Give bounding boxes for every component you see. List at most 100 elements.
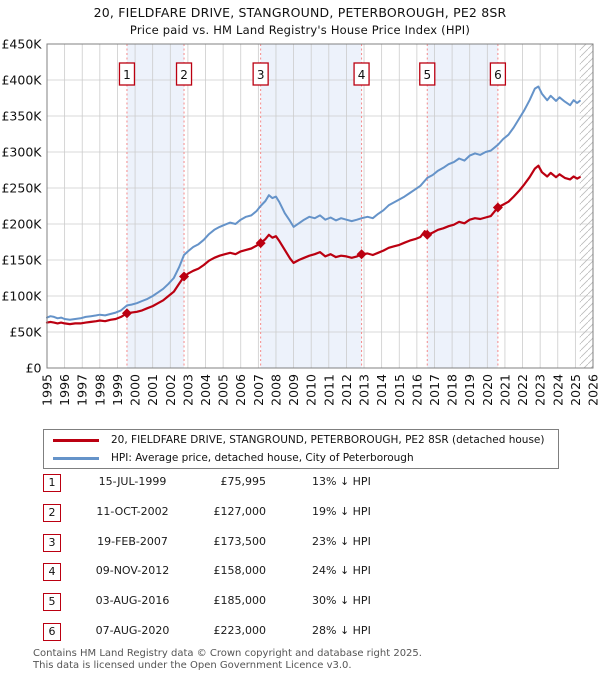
hpi-line-swatch [53, 456, 99, 460]
sale-date: 15-JUL-1999 [98, 475, 167, 488]
x-axis-label: 2003 [180, 374, 195, 406]
sale-hpi-diff: 23% ↓ HPI [312, 534, 371, 548]
x-axis-label: 2006 [233, 374, 248, 406]
sale-marker-box [353, 62, 370, 86]
sale-number-badge: 4 [43, 563, 61, 582]
sale-marker-number: 3 [257, 68, 265, 82]
y-axis-label: £400K [1, 73, 42, 88]
sale-hpi-diff: 19% ↓ HPI [312, 504, 371, 518]
sale-hpi-diff: 28% ↓ HPI [312, 624, 371, 637]
table-row: 5 03-AUG-2016 £185,000 30% ↓ HPI [0, 593, 600, 613]
x-axis-label: 1999 [110, 374, 125, 406]
x-axis-label: 2009 [286, 374, 301, 406]
sale-marker-box [419, 62, 436, 86]
sale-date: 03-AUG-2016 [95, 594, 170, 608]
footer-line-1: Contains HM Land Registry data © Crown c… [33, 648, 422, 659]
sale-date: 11-OCT-2002 [96, 504, 169, 518]
x-axis-label: 2022 [515, 374, 530, 406]
property-line-swatch [53, 438, 99, 442]
table-row: 6 07-AUG-2020 £223,000 28% ↓ HPI [0, 623, 600, 643]
table-row: 2 11-OCT-2002 £127,000 19% ↓ HPI [0, 503, 600, 524]
sale-price: £223,000 [213, 624, 267, 637]
legend-item-hpi: HPI: Average price, detached house, City… [44, 450, 558, 466]
page-title: 20, FIELDFARE DRIVE, STANGROUND, PETERBO… [93, 5, 507, 20]
x-axis-label: 2015 [392, 374, 407, 406]
sale-marker-number: 1 [123, 68, 131, 82]
sale-hpi-diff: 13% ↓ HPI [312, 475, 371, 488]
x-axis-label: 2011 [321, 374, 336, 406]
y-axis-label: £50K [9, 325, 42, 340]
sale-marker-number: 4 [358, 68, 366, 82]
x-axis-label: 2023 [533, 374, 548, 406]
table-row: 3 19-FEB-2007 £173,500 23% ↓ HPI [0, 533, 600, 554]
x-axis-label: 2013 [357, 374, 372, 406]
x-axis-label: 2017 [427, 374, 442, 406]
sale-price: £173,500 [213, 534, 267, 548]
legend-item-property: 20, FIELDFARE DRIVE, STANGROUND, PETERBO… [44, 432, 558, 448]
x-axis-label: 2026 [586, 374, 600, 406]
x-axis-label: 1996 [57, 374, 72, 406]
x-axis-label: 2008 [268, 374, 283, 406]
x-axis-label: 2024 [550, 374, 565, 406]
sale-marker-box [489, 62, 507, 86]
x-axis-label: 2021 [497, 374, 512, 406]
x-axis-label: 1997 [75, 374, 90, 406]
sale-marker [422, 229, 433, 240]
sale-number-badge: 1 [43, 474, 61, 492]
sale-marker-box [175, 62, 193, 86]
y-axis-label: £200K [1, 217, 42, 232]
future-hatch-region [579, 44, 593, 368]
x-axis-label: 2002 [163, 374, 178, 406]
x-axis-label: 1995 [40, 374, 55, 406]
sale-marker [492, 202, 503, 213]
footer: Contains HM Land Registry data © Crown c… [33, 648, 593, 671]
shaded-band [427, 44, 498, 368]
chart-legend: 20, FIELDFARE DRIVE, STANGROUND, PETERBO… [43, 429, 559, 469]
legend-hpi-label: HPI: Average price, detached house, City… [111, 452, 414, 464]
sale-marker-box [252, 62, 269, 86]
y-axis-label: £100K [1, 289, 42, 304]
shaded-band [126, 44, 185, 368]
page-subtitle: Price paid vs. HM Land Registry's House … [129, 23, 471, 37]
sale-date: 09-NOV-2012 [95, 564, 170, 578]
sale-price: £75,995 [220, 475, 267, 488]
sale-marker [121, 308, 132, 319]
sale-number-badge: 5 [43, 593, 61, 612]
y-axis-label: £300K [1, 145, 42, 160]
x-axis-label: 2025 [568, 374, 583, 406]
sale-price: £158,000 [213, 564, 267, 578]
sale-number-badge: 6 [43, 623, 61, 641]
y-axis-label: £450K [1, 37, 42, 52]
sale-marker-number: 2 [180, 68, 188, 82]
sale-number-badge: 3 [43, 533, 61, 552]
x-axis-label: 1998 [92, 374, 107, 406]
y-axis-label: £150K [1, 253, 42, 268]
x-axis-label: 2020 [480, 374, 495, 406]
x-axis-label: 2019 [462, 374, 477, 406]
y-axis-label: £250K [1, 181, 42, 196]
sale-number-badge: 2 [43, 503, 61, 522]
sale-marker [179, 271, 190, 282]
legend-property-label: 20, FIELDFARE DRIVE, STANGROUND, PETERBO… [111, 434, 545, 446]
y-axis-label: £350K [1, 109, 42, 124]
price-history-chart: 1 2 3 4 5 6 £0 £50K £100K £150K £200K £250K £300K £35… [1, 37, 600, 406]
x-axis-label: 2014 [374, 374, 389, 406]
sale-price: £127,000 [213, 504, 267, 518]
x-axis-label: 2004 [198, 374, 213, 406]
sale-marker-number: 6 [494, 68, 502, 82]
table-row: 1 15-JUL-1999 £75,995 13% ↓ HPI [0, 474, 600, 494]
x-axis-label: 2012 [339, 374, 354, 406]
x-axis-label: 2010 [304, 374, 319, 406]
x-axis-label: 2005 [216, 374, 231, 406]
sale-price: £185,000 [213, 594, 267, 608]
plot-border [46, 43, 594, 369]
sale-marker-box [118, 62, 136, 86]
footer-line-2: This data is licensed under the Open Gov… [33, 659, 352, 671]
x-axis-label: 2007 [251, 374, 266, 406]
x-axis-label: 2016 [409, 374, 424, 406]
y-axis-label: £0 [26, 361, 42, 376]
sale-hpi-diff: 24% ↓ HPI [312, 564, 371, 578]
sale-marker [356, 249, 367, 260]
sale-marker-number: 5 [423, 68, 431, 82]
